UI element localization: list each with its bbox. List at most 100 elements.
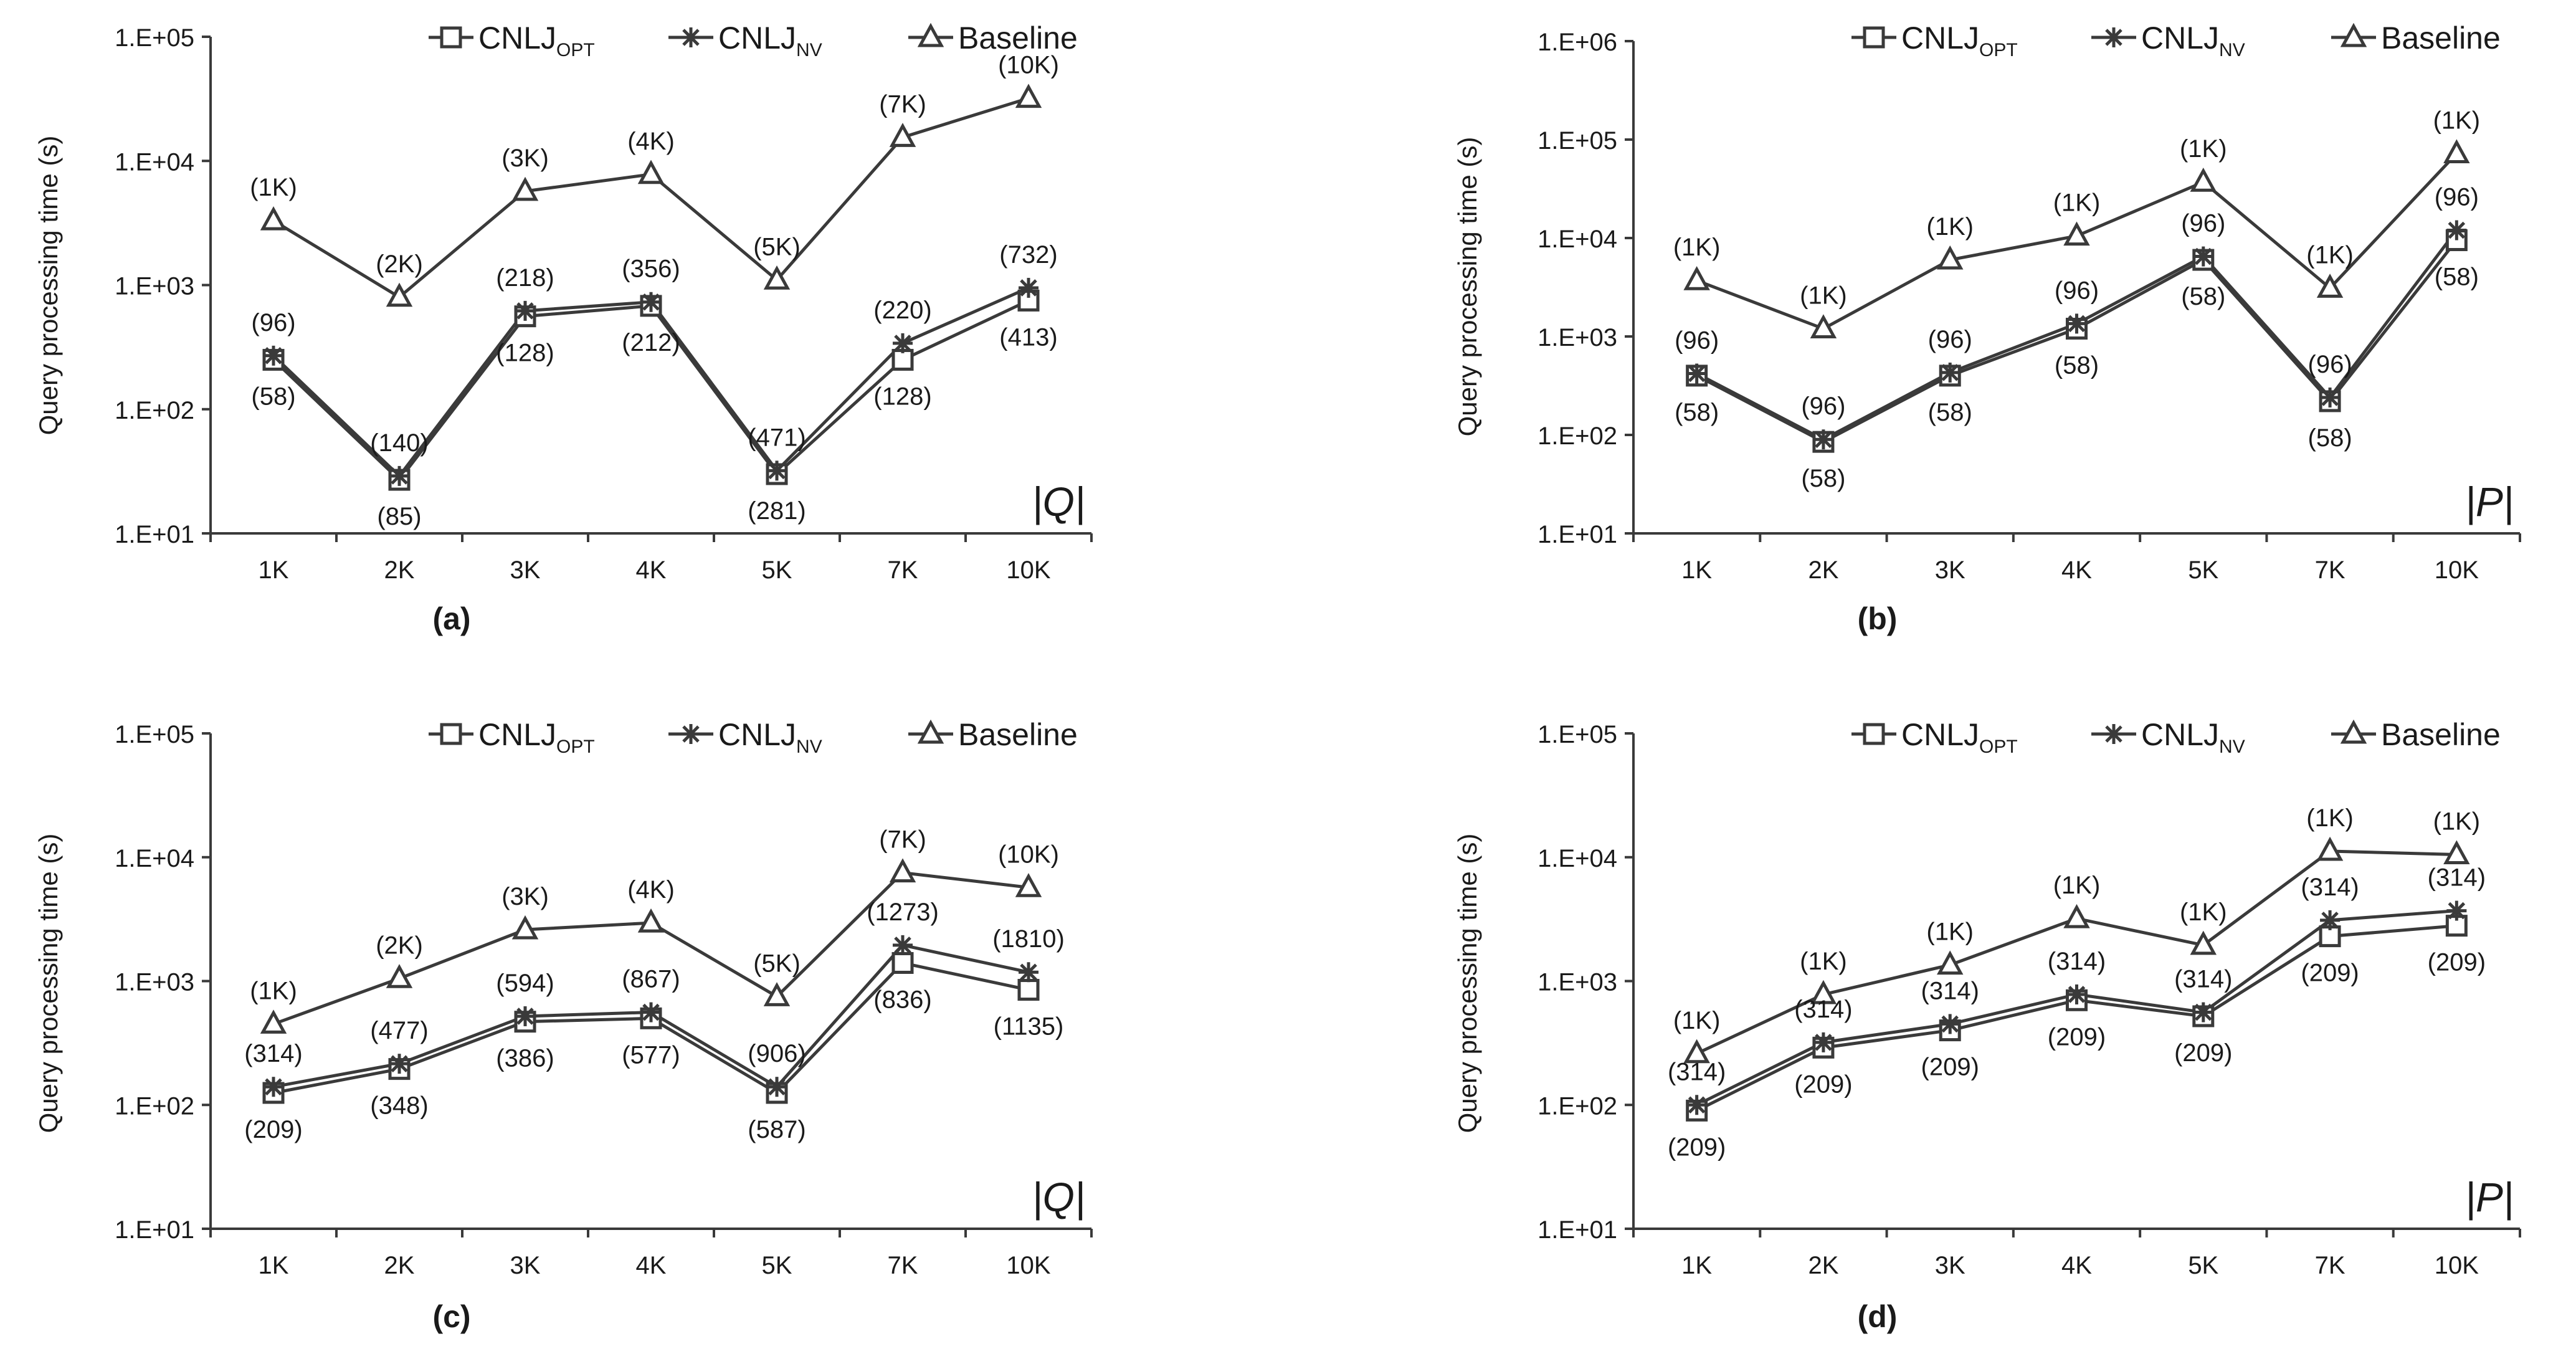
data-point-triangle	[1810, 314, 1837, 338]
annotation-opt: (58)	[1928, 399, 1972, 426]
data-point-star	[893, 935, 913, 955]
legend-label: CNLJOPT	[478, 21, 595, 60]
y-tick-label: 1.E+03	[115, 273, 194, 300]
annotation-opt: (1135)	[994, 1013, 1064, 1041]
legend-marker-star	[2104, 724, 2124, 744]
annotation-nv: (906)	[748, 1040, 806, 1067]
data-point-star	[264, 1077, 283, 1097]
legend-marker-star	[681, 27, 701, 47]
data-point-star	[767, 1077, 787, 1097]
annotation-baseline: (5K)	[753, 950, 801, 977]
x-tick-label: 7K	[2315, 1252, 2345, 1279]
legend-marker-star	[681, 724, 701, 744]
legend: CNLJOPT CNLJNV Baseline	[1851, 21, 2501, 60]
data-point-triangle	[889, 858, 916, 883]
panel-label: (d)	[1858, 1299, 1898, 1334]
x-tick-label: 10K	[2435, 1252, 2479, 1279]
x-tick-label: 1K	[1681, 1252, 1712, 1279]
annotation-nv: (96)	[2181, 210, 2225, 237]
annotation-opt: (209)	[2428, 949, 2486, 976]
data-point-star	[2193, 246, 2213, 267]
data-point-star	[1686, 363, 1707, 384]
annotation-nv: (314)	[2301, 874, 2359, 901]
annotation-opt: (58)	[2308, 424, 2352, 452]
data-point-triangle	[2443, 139, 2470, 164]
data-point-triangle	[637, 160, 665, 184]
annotation-baseline: (1K)	[1673, 234, 1721, 261]
x-tick-label: 4K	[2061, 556, 2092, 584]
annotation-nv: (1273)	[867, 899, 939, 926]
y-axis-title: Query processing time (s)	[1453, 137, 1482, 437]
annotation-nv: (96)	[2308, 351, 2352, 378]
x-tick-label: 3K	[510, 556, 541, 584]
annotation-opt: (836)	[873, 986, 931, 1013]
data-point-triangle	[889, 123, 916, 147]
data-point-star	[389, 465, 409, 486]
legend: CNLJOPT CNLJNV Baseline	[429, 21, 1078, 60]
annotation-opt: (209)	[2048, 1023, 2106, 1051]
legend-marker-square	[1863, 723, 1885, 745]
annotation-baseline: (10K)	[998, 841, 1059, 868]
annotation-opt: (58)	[1675, 399, 1719, 426]
legend-label: CNLJOPT	[1901, 21, 2018, 60]
annotation-baseline: (1K)	[250, 977, 297, 1004]
data-point-star	[1940, 362, 1961, 383]
legend-marker-square	[440, 26, 462, 49]
y-tick-label: 1.E+01	[115, 521, 194, 548]
legend: CNLJOPT CNLJNV Baseline	[429, 717, 1078, 757]
legend-label: Baseline	[958, 717, 1078, 752]
legend-label: Baseline	[2381, 21, 2501, 55]
data-point-triangle	[511, 915, 539, 940]
legend-label: Baseline	[958, 21, 1078, 55]
annotation-opt: (209)	[2301, 960, 2359, 987]
annotation-nv: (1810)	[992, 925, 1065, 953]
annotation-opt: (209)	[1794, 1070, 1852, 1098]
y-tick-label: 1.E+02	[1538, 422, 1617, 450]
annotation-nv: (314)	[2428, 864, 2486, 892]
annotation-nv: (96)	[251, 309, 295, 336]
annotation-opt: (209)	[1668, 1133, 1726, 1161]
x-axis-title: |P|	[2465, 479, 2514, 526]
legend: CNLJOPT CNLJNV Baseline	[1851, 717, 2501, 757]
annotation-baseline: (1K)	[1800, 948, 1847, 975]
annotation-opt: (128)	[873, 383, 931, 410]
x-tick-label: 10K	[1006, 1252, 1050, 1279]
legend-marker-square	[1863, 26, 1885, 49]
annotation-opt: (58)	[2435, 264, 2479, 291]
legend-marker-square	[440, 723, 462, 745]
annotation-nv: (96)	[1928, 326, 1972, 353]
annotation-opt: (58)	[1801, 465, 1845, 492]
legend-marker-triangle	[2340, 719, 2367, 744]
x-axis-title: |Q|	[1032, 479, 1085, 526]
panel-label: (b)	[1858, 601, 1898, 636]
data-point-triangle	[2316, 836, 2344, 861]
annotation-baseline: (3K)	[501, 883, 549, 910]
legend-label: CNLJNV	[2141, 717, 2245, 757]
data-point-square	[1017, 979, 1040, 1001]
annotation-baseline: (10K)	[998, 52, 1059, 79]
annotation-baseline: (4K)	[627, 128, 675, 155]
annotation-nv: (220)	[873, 297, 931, 324]
data-point-triangle	[1683, 1039, 1710, 1064]
y-tick-label: 1.E+02	[115, 397, 194, 424]
panel-label: (a)	[432, 601, 470, 636]
x-tick-label: 3K	[1935, 556, 1965, 584]
data-point-triangle	[637, 908, 665, 933]
annotation-nv: (96)	[1675, 327, 1719, 355]
data-point-triangle	[2190, 168, 2217, 192]
annotation-baseline: (3K)	[501, 145, 549, 172]
annotation-opt: (386)	[496, 1045, 554, 1072]
x-tick-label: 7K	[888, 556, 918, 584]
annotation-nv: (314)	[1921, 977, 1979, 1004]
y-tick-label: 1.E+02	[1538, 1092, 1617, 1120]
y-tick-label: 1.E+05	[1538, 721, 1617, 748]
x-tick-label: 5K	[2188, 556, 2218, 584]
annotation-nv: (314)	[1794, 996, 1852, 1023]
legend-marker-triangle	[2340, 22, 2367, 47]
x-tick-label: 7K	[888, 1252, 918, 1279]
y-tick-label: 1.E+04	[115, 148, 194, 176]
annotation-opt: (348)	[370, 1092, 428, 1120]
data-point-triangle	[260, 1009, 287, 1034]
data-point-star	[2446, 900, 2467, 921]
